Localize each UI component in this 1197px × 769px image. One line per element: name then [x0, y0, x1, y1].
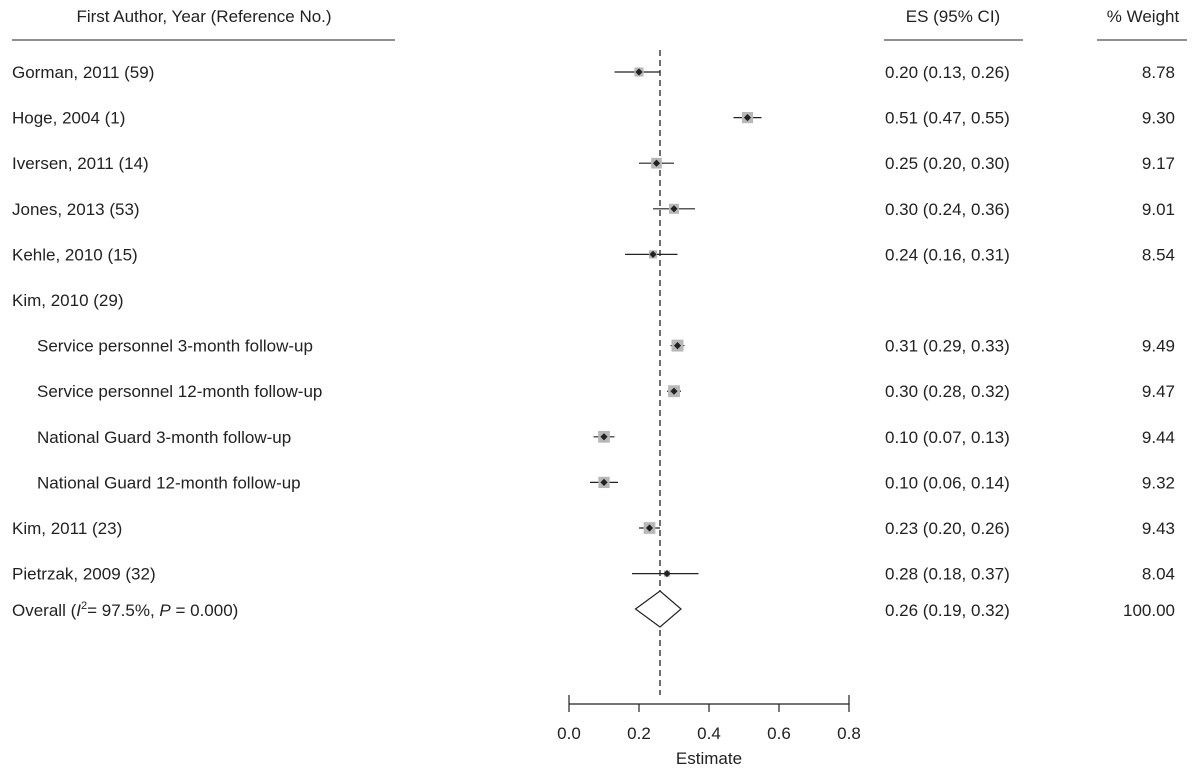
study-label: Pietrzak, 2009 (32) [12, 565, 156, 584]
point-estimate-marker [673, 342, 682, 350]
point-estimate-marker [670, 387, 678, 395]
overall-es-text: 0.26 (0.19, 0.32) [885, 601, 1010, 620]
x-tick-label: 0.0 [557, 724, 581, 743]
study-label: Iversen, 2011 (14) [12, 154, 149, 173]
point-estimate-marker [663, 570, 671, 578]
overall-label: Overall (I2= 97.5%, P = 0.000) [12, 600, 238, 620]
x-tick-label: 0.8 [837, 724, 861, 743]
point-estimate-marker [670, 205, 678, 213]
header-es: ES (95% CI) [906, 7, 1000, 26]
x-axis: 0.0 0.2 0.4 0.6 0.8 [557, 695, 861, 743]
x-tick-label: 0.2 [627, 724, 651, 743]
x-tick-label: 0.4 [697, 724, 721, 743]
study-row: Hoge, 2004 (1) 0.51 (0.47, 0.55) 9.30 [12, 109, 1175, 128]
es-value: 0.28 (0.18, 0.37) [885, 565, 1010, 584]
es-value: 0.51 (0.47, 0.55) [885, 109, 1010, 128]
es-value: 0.10 (0.06, 0.14) [885, 473, 1010, 492]
es-value: 0.30 (0.28, 0.32) [885, 382, 1010, 401]
es-value: 0.23 (0.20, 0.26) [885, 519, 1010, 538]
weight-value: 9.49 [1142, 337, 1175, 356]
study-label: Jones, 2013 (53) [12, 200, 140, 219]
header-study: First Author, Year (Reference No.) [76, 7, 331, 26]
study-label: Gorman, 2011 (59) [12, 63, 154, 82]
es-value: 0.31 (0.29, 0.33) [885, 337, 1010, 356]
point-estimate-marker [743, 114, 752, 122]
weight-value: 9.44 [1142, 428, 1175, 447]
header-weight: % Weight [1107, 7, 1180, 26]
point-estimate-marker [600, 478, 608, 486]
overall-row: Overall (I2= 97.5%, P = 0.000) 0.26 (0.1… [12, 590, 1175, 628]
weight-value: 8.54 [1142, 245, 1175, 264]
study-row: Service personnel 3-month follow-up 0.31 … [37, 337, 1175, 356]
overall-diamond [634, 590, 682, 628]
weight-value: 9.43 [1142, 519, 1175, 538]
study-label: Service personnel 3-month follow-up [37, 337, 313, 356]
study-row: Kehle, 2010 (15) 0.24 (0.16, 0.31) 8.54 [12, 245, 1175, 264]
point-estimate-marker [652, 159, 661, 167]
weight-value: 9.47 [1142, 382, 1175, 401]
point-estimate-marker [645, 524, 654, 532]
study-label: Kehle, 2010 (15) [12, 245, 138, 264]
study-row: Jones, 2013 (53) 0.30 (0.24, 0.36) 9.01 [12, 200, 1175, 219]
es-value: 0.20 (0.13, 0.26) [885, 63, 1010, 82]
study-label: National Guard 12-month follow-up [37, 473, 301, 492]
weight-value: 8.78 [1142, 63, 1175, 82]
study-rows: Gorman, 2011 (59) 0.20 (0.13, 0.26) 8.78 Ho… [12, 63, 1175, 584]
es-value: 0.25 (0.20, 0.30) [885, 154, 1010, 173]
study-row: Gorman, 2011 (59) 0.20 (0.13, 0.26) 8.78 [12, 63, 1175, 82]
study-row: Service personnel 12-month follow-up 0.30… [37, 382, 1175, 401]
weight-value: 9.17 [1142, 154, 1175, 173]
weight-value: 9.32 [1142, 473, 1175, 492]
study-row: Pietrzak, 2009 (32) 0.28 (0.18, 0.37) 8.04 [12, 565, 1175, 584]
study-label: Kim, 2011 (23) [12, 519, 122, 538]
study-row: Kim, 2011 (23) 0.23 (0.20, 0.26) 9.43 [12, 519, 1175, 538]
weight-value: 9.01 [1142, 200, 1175, 219]
study-label: National Guard 3-month follow-up [37, 428, 291, 447]
point-estimate-marker [649, 250, 657, 258]
point-estimate-marker [600, 433, 608, 441]
point-estimate-marker [635, 68, 643, 76]
study-row: Iversen, 2011 (14) 0.25 (0.20, 0.30) 9.17 [12, 154, 1175, 173]
study-row: Kim, 2010 (29) [12, 291, 124, 310]
weight-value: 8.04 [1142, 565, 1175, 584]
study-row: National Guard 3-month follow-up 0.10 (0.… [37, 428, 1175, 447]
x-tick-label: 0.6 [767, 724, 791, 743]
overall-weight: 100.00 [1123, 601, 1175, 620]
study-label: Hoge, 2004 (1) [12, 109, 125, 128]
es-value: 0.24 (0.16, 0.31) [885, 245, 1010, 264]
es-value: 0.10 (0.07, 0.13) [885, 428, 1010, 447]
study-row: National Guard 12-month follow-up 0.10 (0… [37, 473, 1175, 492]
study-label: Service personnel 12-month follow-up [37, 382, 322, 401]
weight-value: 9.30 [1142, 109, 1175, 128]
x-axis-label: Estimate [676, 749, 742, 768]
es-value: 0.30 (0.24, 0.36) [885, 200, 1010, 219]
study-label: Kim, 2010 (29) [12, 291, 124, 310]
